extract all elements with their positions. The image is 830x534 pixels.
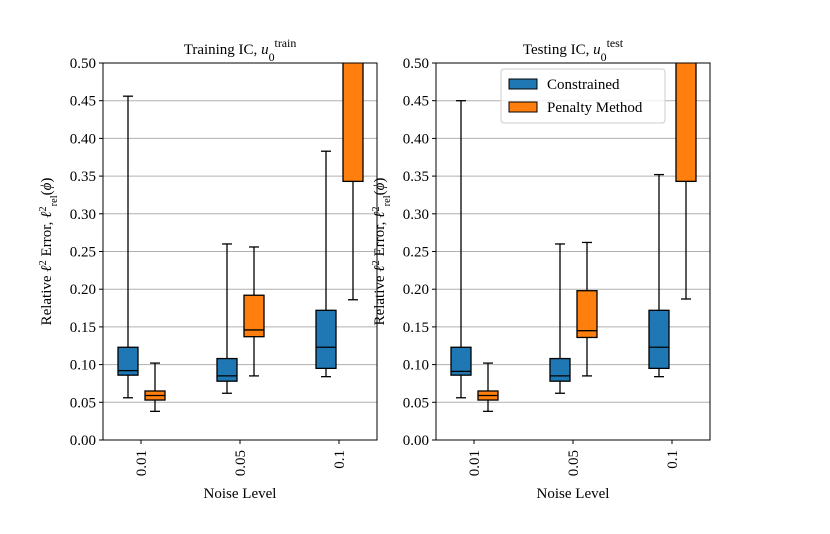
axes: 0.000.050.100.150.200.250.300.350.400.45…	[38, 36, 378, 502]
x-tick-label: 0.01	[134, 450, 150, 476]
box	[450, 346, 472, 376]
x-tick-label: 0.1	[332, 450, 348, 469]
y-tick-label: 0.30	[403, 207, 429, 223]
x-tick-label: 0.05	[233, 450, 249, 476]
text-part: Relative	[39, 272, 55, 326]
y-tick-label: 0.10	[403, 358, 429, 374]
y-tick-label: 0.15	[403, 320, 429, 336]
text-part: Error,	[372, 218, 388, 260]
y-tick-label: 0.45	[403, 94, 429, 110]
text-part: Error,	[39, 218, 55, 260]
y-tick-label: 0.35	[70, 169, 96, 185]
legend-swatch	[508, 101, 538, 113]
text-part: ϕ	[372, 182, 388, 190]
x-axis-label: Noise Level	[537, 486, 610, 502]
y-tick-label: 0.25	[403, 245, 429, 261]
y-tick-label: 0.20	[403, 282, 429, 298]
legend-label: Penalty Method	[547, 100, 643, 116]
axes-frame	[102, 62, 378, 441]
text-part: 0	[601, 50, 607, 64]
text-part: rel	[49, 195, 60, 206]
y-tick-label: 0.00	[403, 433, 429, 449]
x-tick-label: 0.05	[566, 450, 582, 476]
text-part: ℓ	[39, 212, 55, 218]
text-part: 2	[371, 260, 382, 265]
text-part: 2	[38, 206, 49, 211]
y-tick-label: 0.00	[70, 433, 96, 449]
box	[648, 309, 670, 370]
text-part: ℓ	[39, 265, 55, 271]
text-part: u	[261, 42, 269, 58]
box	[549, 357, 571, 382]
x-tick-label: 0.1	[665, 450, 681, 469]
box	[576, 290, 598, 339]
plot-area	[117, 63, 364, 412]
y-axis-label: Relative ℓ2 Error, ℓ2rel(ϕ)	[371, 178, 393, 326]
text-part: Training IC,	[184, 42, 261, 58]
text-part: 2	[38, 260, 49, 265]
box	[675, 63, 697, 183]
y-tick-label: 0.05	[70, 395, 96, 411]
text-part: Relative	[372, 272, 388, 326]
text-part: (	[39, 190, 55, 195]
text-part: test	[607, 36, 624, 50]
y-tick-label: 0.45	[70, 94, 96, 110]
y-tick-label: 0.50	[70, 56, 96, 72]
text-part: Testing IC,	[523, 42, 593, 58]
chart-title: Training IC, u0train	[184, 36, 297, 64]
y-tick-label: 0.20	[70, 282, 96, 298]
y-tick-label: 0.25	[70, 245, 96, 261]
box	[216, 357, 238, 382]
y-tick-label: 0.35	[403, 169, 429, 185]
x-axis-label: Noise Level	[204, 486, 277, 502]
y-tick-label: 0.40	[403, 131, 429, 147]
legend-swatch	[508, 78, 538, 90]
y-tick-label: 0.10	[70, 358, 96, 374]
text-part: )	[39, 178, 55, 183]
chart-title: Testing IC, u0test	[523, 36, 624, 64]
x-tick-label: 0.01	[467, 450, 483, 476]
axes: 0.000.050.100.150.200.250.300.350.400.45…	[371, 36, 711, 502]
box	[243, 294, 265, 338]
y-tick-label: 0.30	[70, 207, 96, 223]
plot-area	[450, 63, 697, 412]
text-part: )	[372, 178, 388, 183]
legend-frame	[500, 68, 666, 124]
text-part: rel	[382, 195, 393, 206]
text-part: ℓ	[372, 212, 388, 218]
text-part: ϕ	[39, 182, 55, 190]
box	[315, 309, 337, 370]
legend-label: Constrained	[547, 77, 620, 93]
text-part: ℓ	[372, 265, 388, 271]
legend: Constrained Penalty Method	[500, 68, 666, 124]
text-part: (	[372, 190, 388, 195]
y-tick-label: 0.50	[403, 56, 429, 72]
y-tick-label: 0.15	[70, 320, 96, 336]
text-part: u	[593, 42, 601, 58]
box	[117, 346, 139, 376]
text-part: train	[275, 36, 297, 50]
text-part: 2	[371, 206, 382, 211]
y-axis-label: Relative ℓ2 Error, ℓ2rel(ϕ)	[38, 178, 60, 326]
y-tick-label: 0.40	[70, 131, 96, 147]
y-tick-label: 0.05	[403, 395, 429, 411]
box	[342, 63, 364, 183]
text-part: 0	[269, 50, 275, 64]
axes-frame	[435, 62, 711, 441]
